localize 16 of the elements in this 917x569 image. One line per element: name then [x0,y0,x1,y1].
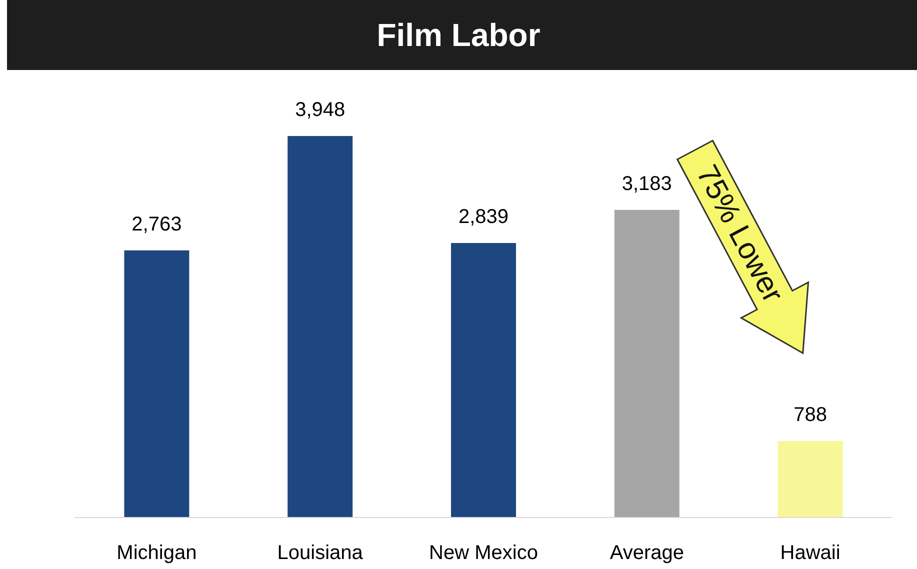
x-tick-label: New Mexico [429,542,538,564]
bar [451,243,516,517]
x-tick-label: Louisiana [277,542,364,564]
data-label: 788 [794,404,827,426]
bar [778,440,843,517]
bar [288,136,353,517]
bar [614,210,680,517]
data-label: 2,763 [132,213,182,236]
bar [124,250,190,517]
chart-title: Film Labor [376,17,540,53]
x-tick-label: Michigan [116,542,197,564]
data-label: 3,948 [295,99,346,122]
data-label: 2,839 [458,206,509,228]
x-tick-label: Hawaii [780,542,840,564]
x-tick-label: Average [610,542,684,564]
data-label: 3,183 [622,172,672,195]
